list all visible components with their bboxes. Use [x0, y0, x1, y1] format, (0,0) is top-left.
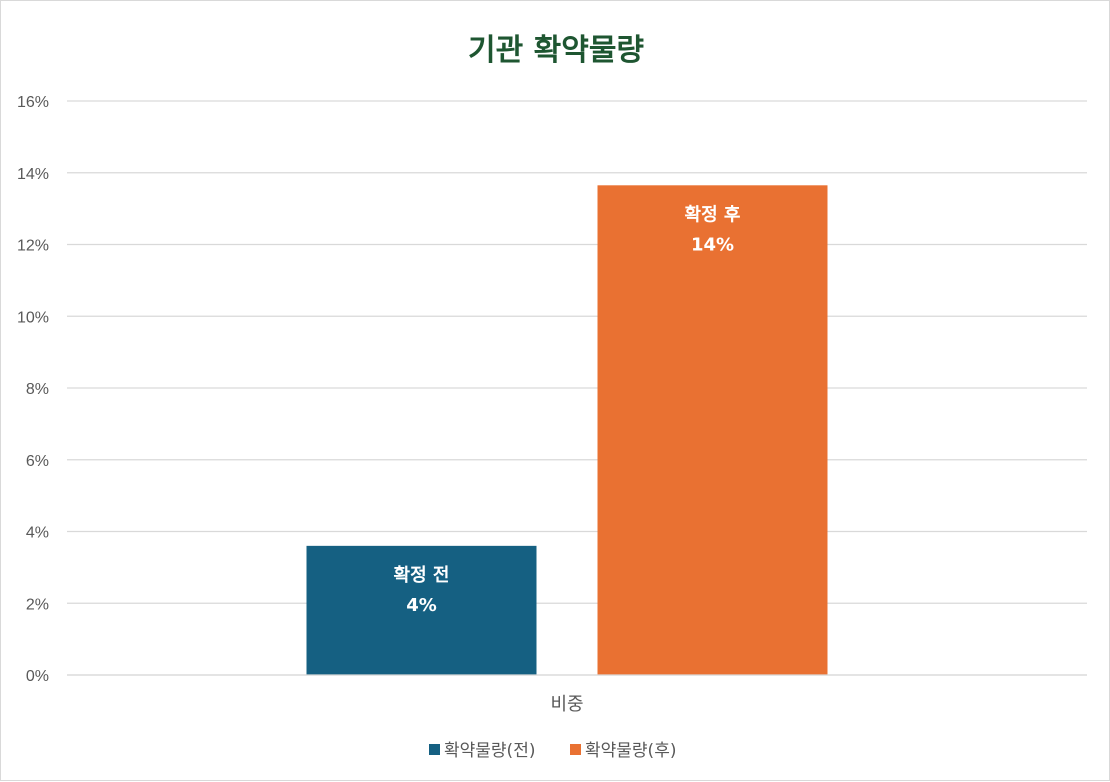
y-tick-label: 8%: [26, 381, 49, 398]
data-labels: 확정 전 4% 확정 후 14%: [394, 204, 741, 616]
x-category-label: 비중: [550, 694, 583, 715]
y-tick-label: 6%: [26, 453, 49, 470]
y-tick-label: 4%: [26, 525, 49, 542]
y-axis: 0% 2% 4% 6% 8% 10% 12% 14% 16%: [17, 94, 49, 685]
bar-after: [597, 185, 828, 675]
legend-swatch: [429, 744, 440, 755]
y-tick-label: 14%: [17, 166, 49, 183]
data-label-name: 확정 후: [685, 204, 741, 225]
y-tick-label: 16%: [17, 94, 49, 111]
data-label-value: 14%: [691, 234, 734, 255]
bars: [306, 185, 828, 675]
grid-lines: [67, 100, 1087, 676]
bar-before: [306, 545, 537, 675]
data-label-name: 확정 전: [394, 565, 450, 586]
y-tick-label: 10%: [17, 309, 49, 326]
y-tick-label: 2%: [26, 596, 49, 613]
y-tick-label: 12%: [17, 238, 49, 255]
legend: 확약물량(전) 확약물량(후): [429, 741, 676, 761]
legend-label: 확약물량(전): [444, 741, 535, 761]
chart-title: 기관 확약물량: [468, 33, 644, 68]
legend-label: 확약물량(후): [585, 741, 676, 761]
data-label-value: 4%: [406, 595, 437, 616]
legend-swatch: [570, 744, 581, 755]
y-tick-label: 0%: [26, 668, 49, 685]
x-axis: 비중: [67, 674, 1087, 715]
